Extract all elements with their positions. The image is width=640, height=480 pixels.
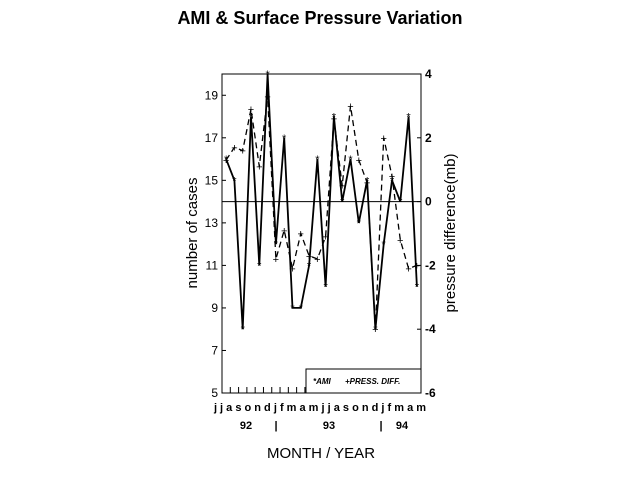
series-marker: * [257,260,262,272]
left-tick-label: 7 [211,343,218,357]
y-axis-label-right: pressure difference(mb) [442,154,459,313]
right-tick-label: -6 [425,386,436,400]
series-marker: + [314,254,320,266]
left-tick-label: 11 [206,258,219,272]
series-marker: * [274,239,279,251]
right-axis: -6 -4 -2 0 2 4 [417,67,436,400]
series-marker: + [389,171,395,183]
series-line [225,73,418,330]
series-marker: + [331,114,337,126]
series-marker: + [231,142,237,154]
series-marker: * [232,175,237,187]
left-axis: 5 7 9 11 13 15 17 19 [205,88,226,400]
series-marker: * [348,154,353,166]
series-marker: + [240,146,246,158]
left-tick-label: 17 [205,131,219,145]
year-label: 92 [240,420,252,432]
left-tick-label: 9 [211,301,218,315]
series-marker: * [398,197,403,209]
left-tick-label: 5 [211,386,218,400]
series-marker: + [273,254,279,266]
series-marker: * [265,69,270,81]
chart-title: AMI & Surface Pressure Variation [177,8,463,28]
right-tick-label: -4 [425,322,436,336]
left-tick-label: 15 [205,173,219,187]
right-tick-label: -2 [425,258,436,272]
y-axis-label-left: number of cases [184,178,201,289]
right-tick-label: 0 [425,195,432,209]
series-marker: + [372,324,378,336]
series-marker: + [339,181,345,193]
series-marker: * [315,154,320,166]
legend-entry-ami: *AMI [313,377,332,386]
series-marker: * [390,175,395,187]
series-marker: * [299,303,304,315]
series-marker: * [241,324,246,336]
left-tick-label: 13 [205,216,219,230]
series-marker: * [382,239,387,251]
month-tick-labels: j j a s o n d j f m a m j j a s o n d j … [213,402,426,414]
series-marker: + [364,177,370,189]
series-marker: + [397,235,403,247]
series-marker: * [290,303,295,315]
series-marker: * [373,324,378,336]
series-line [225,96,418,330]
series-marker: + [264,91,270,103]
legend-entry-press-diff: +PRESS. DIFF. [345,377,400,386]
series-marker: * [340,197,345,209]
series-marker: * [324,282,329,294]
series-marker: * [332,112,337,124]
series-marker: + [380,133,386,145]
left-tick-label: 19 [205,88,219,102]
series-marker: * [365,175,370,187]
series-marker: + [298,229,304,241]
year-label: | [379,420,382,432]
series-marker: * [415,282,420,294]
series-marker: + [281,225,287,237]
legend: *AMI +PRESS. DIFF. [305,368,422,394]
series-marker: + [414,260,420,272]
series-marker: + [322,232,328,244]
series-marker: * [307,260,312,272]
year-label: 94 [396,420,409,432]
series-marker: + [347,101,353,113]
series-marker: + [306,251,312,263]
series-marker: + [223,155,229,167]
right-tick-label: 4 [425,67,432,81]
series-marker: * [406,112,411,124]
series-marker: * [249,112,254,124]
year-label: 93 [323,420,335,432]
series-marker: * [282,133,287,145]
series-marker: + [356,155,362,167]
series-layer: ********* ***************++ +++++++++ +++++… [223,69,420,336]
series-marker: + [248,104,254,116]
year-label: | [274,420,277,432]
series-marker: + [256,162,262,174]
series-marker: + [405,264,411,276]
series-marker: + [289,264,295,276]
right-tick-label: 2 [425,131,432,145]
x-axis-label: MONTH / YEAR [267,445,375,462]
series-marker: * [357,218,362,230]
legend-box [305,368,422,394]
